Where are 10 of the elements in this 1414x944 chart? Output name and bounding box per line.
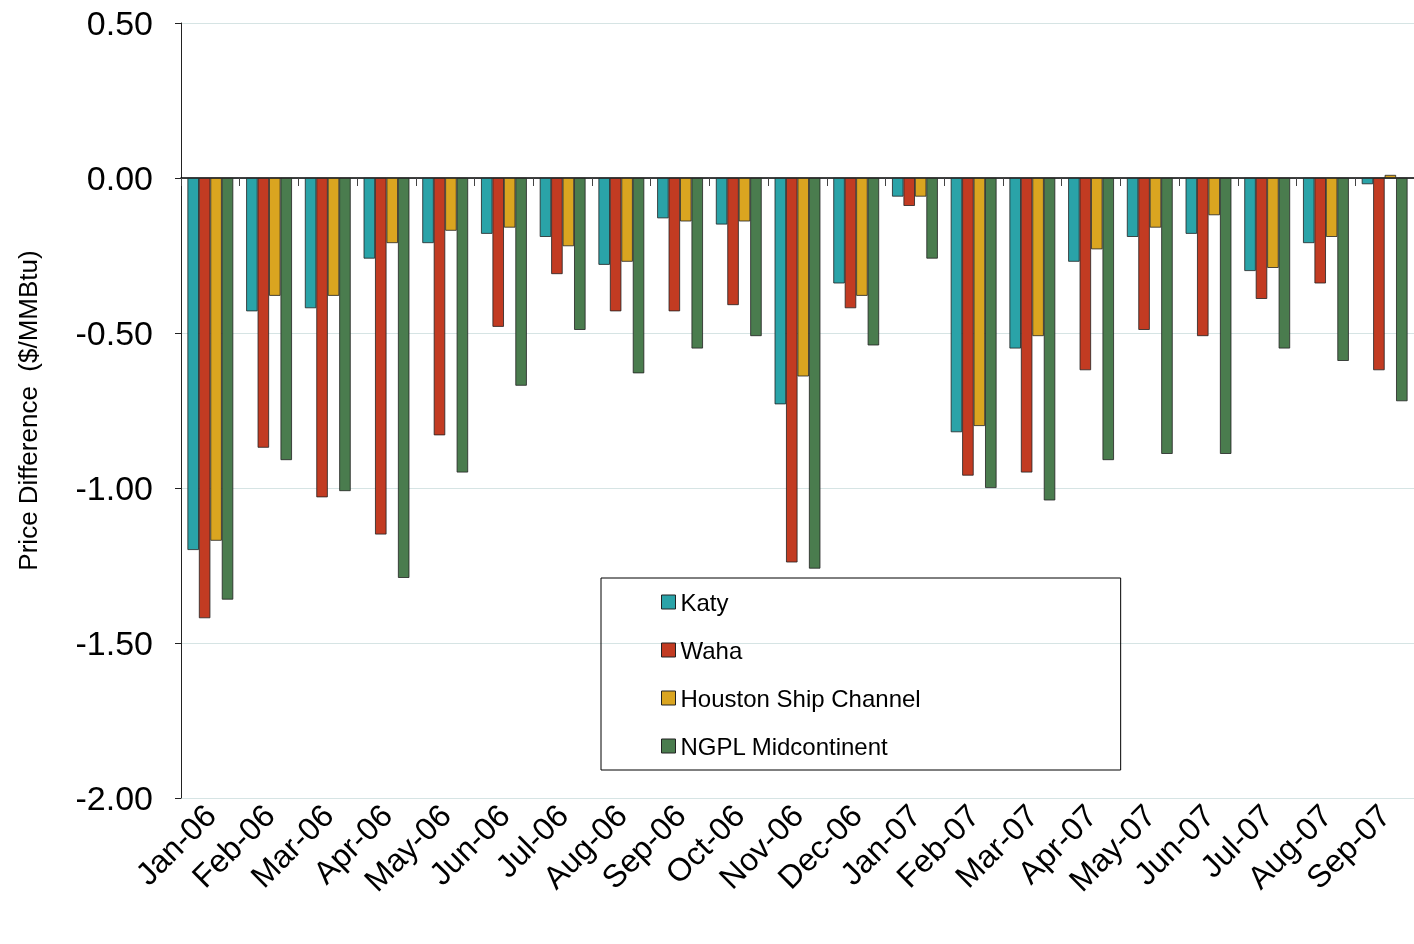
- y-tick-label: -0.50: [75, 314, 153, 352]
- y-tick-label: 0.50: [86, 4, 153, 42]
- y-tick-label: -1.50: [75, 624, 153, 662]
- legend-label: NGPL Midcontinent: [680, 732, 889, 760]
- y-tick-label: 0.00: [86, 159, 153, 197]
- y-axis-title: Price Difference ($/MMBtu): [13, 250, 43, 571]
- legend-label: Katy: [680, 588, 729, 616]
- y-tick-label: -1.00: [75, 469, 153, 507]
- legend-label: Houston Ship Channel: [680, 684, 921, 712]
- legend-label: Waha: [680, 636, 743, 664]
